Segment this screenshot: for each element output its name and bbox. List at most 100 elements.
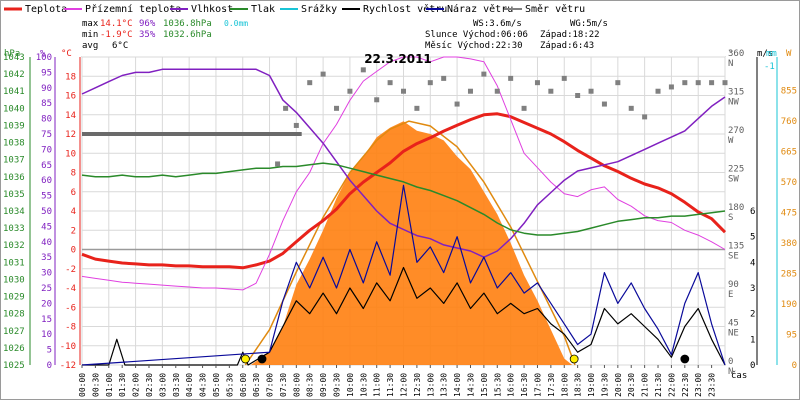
axis-tick-temperature: -8 (65, 323, 76, 333)
x-tick-label: 08:30 (306, 373, 315, 397)
axis-tick-direction-compass: E (728, 290, 733, 300)
axes-layer: hPa1025102610271028102910301031103210331… (3, 49, 797, 377)
series-line-naraz-vetru (81, 184, 726, 366)
x-tick-label: 06:00 (239, 373, 248, 397)
axis-tick-temperature: 8 (71, 169, 76, 179)
axis-tick-temperature: -4 (65, 284, 76, 294)
chart-title: 22.3.2011 (364, 52, 432, 66)
x-tick-label: 23:30 (708, 373, 717, 397)
theoretical-radiation-line (244, 120, 576, 366)
axis-tick-humidity: 75 (41, 130, 52, 140)
stats-avg-temp: 6°C (112, 41, 128, 51)
axis-tick-humidity: 65 (41, 161, 52, 171)
wind-direction-point (548, 88, 554, 94)
x-tick-label: 07:30 (279, 373, 288, 397)
stats-block: max 14.1°C 96% 1036.8hPa 0.0mm min -1.9°… (82, 19, 248, 51)
axis-tick-direction-compass: W (728, 136, 734, 146)
x-tick-label: 18:30 (574, 373, 583, 397)
axis-tick-solar: 570 (781, 178, 797, 188)
wind-direction-point (534, 80, 540, 86)
axis-tick-pressure: 1025 (3, 361, 25, 371)
axis-tick-wind: 1 (750, 335, 755, 345)
axis-tick-temperature: 10 (65, 149, 76, 159)
axis-tick-direction-compass: SE (728, 252, 739, 262)
axis-title-direction: ° (728, 49, 733, 59)
axis-tick-temperature: -2 (65, 265, 76, 275)
axis-title-rain: mm (766, 49, 777, 59)
axis-tick-pressure: 1041 (3, 87, 25, 97)
axis-tick-solar: 665 (781, 148, 797, 158)
x-tick-label: 22:30 (681, 373, 690, 397)
x-tick-label: 05:30 (225, 373, 234, 397)
x-tick-label: 09:00 (319, 373, 328, 397)
x-tick-label: 14:00 (453, 373, 462, 397)
info-sun: Slunce Východ:06:06 (425, 30, 528, 40)
axis-tick-temperature: 0 (71, 246, 76, 256)
axis-tick-humidity: 80 (41, 115, 52, 125)
axis-tick-solar: 285 (781, 270, 797, 280)
axis-tick-wind: 4 (750, 258, 755, 268)
x-tick-label: 17:30 (547, 373, 556, 397)
axis-tick-humidity: 55 (41, 192, 52, 202)
x-tick-label: 19:30 (600, 373, 609, 397)
axis-tick-humidity: 25 (41, 284, 52, 294)
stats-min-hum: 35% (139, 30, 156, 40)
x-tick-label: 20:00 (614, 373, 623, 397)
axis-tick-temperature: 6 (71, 188, 76, 198)
axis-tick-direction-compass: N (728, 367, 733, 377)
legend-label-srazky: Srážky (301, 3, 337, 15)
x-tick-label: 17:00 (533, 373, 542, 397)
axis-title-temperature: °C (61, 49, 72, 59)
wind-direction-point (441, 75, 447, 81)
axis-tick-solar: 0 (792, 361, 797, 371)
axis-tick-temperature: -10 (60, 342, 76, 352)
axis-tick-humidity: 60 (41, 176, 52, 186)
axis-tick-direction-deg: 360 (728, 49, 744, 59)
axis-tick-pressure: 1039 (3, 121, 25, 131)
axis-tick-temperature: -12 (60, 361, 76, 371)
axis-tick-direction-compass: N (728, 59, 733, 69)
x-tick-label: 12:30 (413, 373, 422, 397)
x-tick-label: 02:30 (145, 373, 154, 397)
axis-tick-solar: 760 (781, 117, 797, 127)
axis-tick-pressure: 1028 (3, 310, 25, 320)
x-tick-label: 19:00 (587, 373, 596, 397)
x-tick-label: 10:30 (359, 373, 368, 397)
wind-direction-point (601, 101, 607, 107)
axis-tick-temperature: 18 (65, 72, 76, 82)
stats-max-temp: 14.1°C (100, 19, 133, 29)
legend-label-teplota: Teplota (25, 4, 67, 15)
series-line-rychlost-vetru (82, 266, 726, 366)
axis-tick-temperature: 12 (65, 130, 76, 140)
x-tick-label: 18:00 (560, 373, 569, 397)
axis-tick-humidity: 15 (41, 315, 52, 325)
stats-max-hum: 96% (139, 19, 156, 29)
axis-tick-pressure: 1035 (3, 190, 25, 200)
axis-tick-pressure: 1033 (3, 224, 25, 234)
stats-max-press: 1036.8hPa (163, 19, 212, 29)
wind-direction-point (722, 80, 728, 86)
axis-tick-humidity: 0 (47, 361, 52, 371)
axis-tick-humidity: 85 (41, 99, 52, 109)
axis-tick-humidity: 100 (36, 53, 52, 63)
marker-layer (241, 354, 690, 364)
info-ws: WS:3.6m/s (473, 19, 522, 29)
axis-tick-humidity: 50 (41, 207, 52, 217)
legend-label-smer-vetru: Směr větru (525, 3, 585, 15)
axis-tick-wind: 3 (750, 284, 755, 294)
axis-tick-wind: 6 (750, 207, 755, 217)
wind-direction-point (360, 67, 366, 73)
x-tick-label: 10:00 (346, 373, 355, 397)
x-tick-label: 09:30 (333, 373, 342, 397)
x-tick-label: 02:00 (132, 373, 141, 397)
axis-tick-direction-compass: S (728, 213, 733, 223)
x-tick-label: 00:30 (91, 373, 100, 397)
axis-tick-humidity: 20 (41, 299, 52, 309)
axis-tick-pressure: 1034 (3, 207, 25, 217)
x-tick-label: 08:00 (292, 373, 301, 397)
x-tick-label: 00:00 (78, 373, 87, 397)
axis-tick-pressure: 1027 (3, 327, 25, 337)
axis-tick-pressure: 1038 (3, 139, 25, 149)
wind-direction-point (320, 71, 326, 77)
wind-direction-point (347, 88, 353, 94)
